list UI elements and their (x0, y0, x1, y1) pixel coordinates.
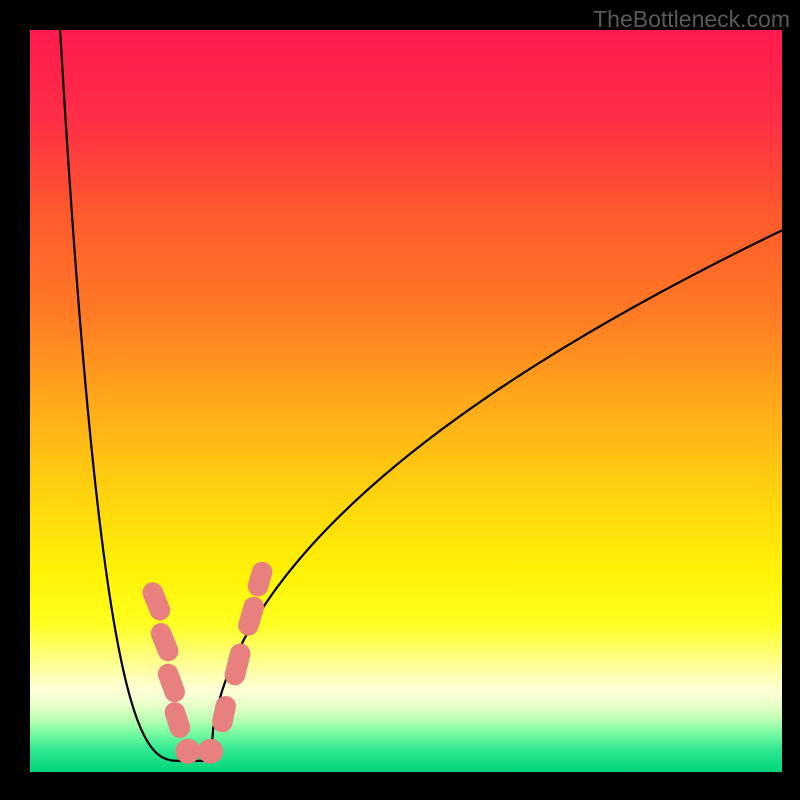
marker-0 (140, 580, 173, 623)
plot-area (30, 30, 782, 772)
marker-6 (211, 695, 238, 734)
marker-7 (223, 642, 252, 687)
marker-5 (198, 739, 222, 763)
marker-9 (246, 560, 274, 598)
figure: TheBottleneck.com (0, 0, 800, 800)
marker-1 (148, 621, 181, 664)
watermark-text: TheBottleneck.com (593, 6, 790, 33)
marker-4 (176, 739, 200, 763)
marker-8 (236, 595, 265, 637)
marker-2 (156, 661, 188, 704)
marker-3 (163, 700, 193, 740)
marker-layer (30, 30, 782, 772)
